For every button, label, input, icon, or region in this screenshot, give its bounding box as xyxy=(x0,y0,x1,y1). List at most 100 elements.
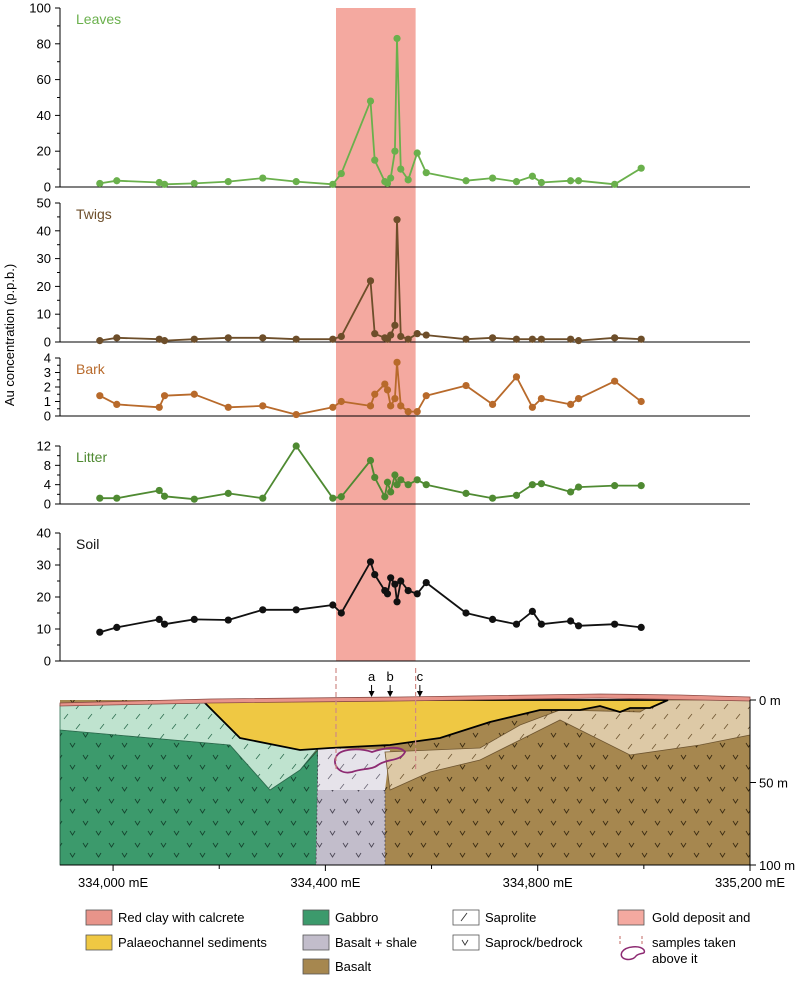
data-point-bark xyxy=(611,377,619,385)
geological-cross-section: a b c 0 m 50 m 100 m 334,000 mE 334,400 mE 334,8… xyxy=(59,668,795,890)
legend-label-basalt: Basalt xyxy=(335,959,372,974)
data-point-soil xyxy=(462,609,470,617)
data-point-twigs xyxy=(537,335,546,343)
data-point-soil xyxy=(413,590,421,598)
data-point-soil xyxy=(574,622,583,630)
saprolite-basalt xyxy=(384,699,751,791)
data-point-leaves xyxy=(292,178,300,186)
saprolite-basalt-shale xyxy=(318,748,390,790)
depth-tick-label: 50 m xyxy=(759,776,788,791)
legend-saprock-mark xyxy=(461,939,469,946)
palaeochannel-sediments xyxy=(204,699,669,751)
series-label-soil: Soil xyxy=(76,536,99,552)
data-point-bark xyxy=(387,402,395,410)
data-point-bark xyxy=(366,402,375,410)
data-point-bark xyxy=(96,392,104,400)
data-point-soil xyxy=(611,620,619,628)
legend-label-red-clay: Red clay with calcrete xyxy=(118,910,244,925)
tick-label-bark: 1 xyxy=(44,394,51,409)
data-point-bark xyxy=(567,400,575,408)
data-point-soil xyxy=(387,574,395,582)
data-point-litter xyxy=(381,493,389,501)
data-point-leaves xyxy=(537,178,546,187)
data-point-litter xyxy=(422,481,430,489)
data-point-twigs xyxy=(190,335,198,343)
data-point-bark xyxy=(404,408,412,416)
data-point-leaves xyxy=(422,169,430,177)
marker-arrow-head xyxy=(368,691,375,697)
data-point-litter xyxy=(413,476,421,484)
data-point-litter xyxy=(113,494,121,502)
data-point-leaves xyxy=(224,178,232,186)
legend-label-gabbro: Gabbro xyxy=(335,910,378,925)
data-point-twigs xyxy=(488,334,497,342)
data-point-litter xyxy=(366,456,375,465)
data-point-leaves xyxy=(259,174,267,182)
data-point-leaves xyxy=(574,177,583,185)
legend-label-gold-deposit: Gold deposit and xyxy=(652,910,750,925)
data-point-leaves xyxy=(404,176,412,184)
legend-label-basalt-shale: Basalt + shale xyxy=(335,935,417,950)
data-point-litter xyxy=(387,488,395,496)
tick-label-soil: 0 xyxy=(44,654,51,669)
data-point-bark xyxy=(637,397,645,406)
data-point-twigs xyxy=(512,335,521,343)
data-point-litter xyxy=(259,494,267,502)
x-tick-label: 334,400 mE xyxy=(290,875,360,890)
data-point-litter xyxy=(637,482,645,490)
data-point-litter xyxy=(337,493,345,501)
data-point-leaves xyxy=(611,180,619,188)
data-point-soil xyxy=(224,616,232,624)
depth-tick-label: 0 m xyxy=(759,693,781,708)
x-tick-label: 334,000 mE xyxy=(78,875,148,890)
legend-label-gold-deposit-2: samples taken xyxy=(652,935,736,950)
tick-label-bark: 3 xyxy=(44,365,51,380)
marker-arrow-head xyxy=(416,691,423,697)
data-point-litter xyxy=(224,489,232,497)
data-point-soil xyxy=(404,587,412,595)
tick-label-leaves: 0 xyxy=(44,180,51,195)
tick-label-leaves: 20 xyxy=(37,144,51,159)
panel-litter: 0 4 8 12 Litter xyxy=(37,439,750,512)
data-point-twigs xyxy=(404,335,412,343)
data-point-soil xyxy=(113,623,121,632)
tick-label-bark: 0 xyxy=(44,409,51,424)
data-point-bark xyxy=(383,386,392,394)
data-point-twigs xyxy=(391,321,399,329)
data-point-bark xyxy=(422,392,430,400)
data-point-leaves xyxy=(391,147,399,155)
data-point-bark xyxy=(391,395,399,403)
series-label-leaves: Leaves xyxy=(76,11,121,27)
series-label-bark: Bark xyxy=(76,361,106,377)
tick-label-litter: 4 xyxy=(44,477,51,492)
data-point-litter xyxy=(371,473,379,482)
data-point-leaves xyxy=(462,177,470,185)
data-point-soil xyxy=(512,620,521,628)
data-point-litter xyxy=(574,483,583,491)
data-point-bark xyxy=(574,395,583,403)
gold-deposit-outline xyxy=(334,746,407,774)
data-point-leaves xyxy=(397,165,405,173)
data-point-litter xyxy=(488,494,497,502)
legend-label-saprolite: Saprolite xyxy=(485,910,536,925)
data-point-soil xyxy=(190,615,198,624)
tick-label-twigs: 50 xyxy=(37,196,51,211)
data-point-soil xyxy=(637,623,645,632)
data-point-leaves xyxy=(366,97,375,105)
data-point-bark xyxy=(113,400,121,408)
data-point-twigs xyxy=(413,330,421,338)
data-point-soil xyxy=(292,606,300,614)
data-point-soil xyxy=(383,590,392,598)
data-point-bark xyxy=(160,392,169,400)
data-point-leaves xyxy=(160,180,169,188)
tick-label-bark: 2 xyxy=(44,380,51,395)
data-point-bark xyxy=(329,403,337,411)
data-point-litter xyxy=(462,489,470,497)
legend-label-saprock: Saprock/bedrock xyxy=(485,935,583,950)
data-point-leaves xyxy=(113,177,121,185)
data-point-leaves xyxy=(512,178,521,186)
tick-label-leaves: 100 xyxy=(29,1,51,16)
data-point-twigs xyxy=(113,334,121,342)
data-point-leaves xyxy=(190,179,198,188)
data-point-twigs xyxy=(160,337,169,345)
